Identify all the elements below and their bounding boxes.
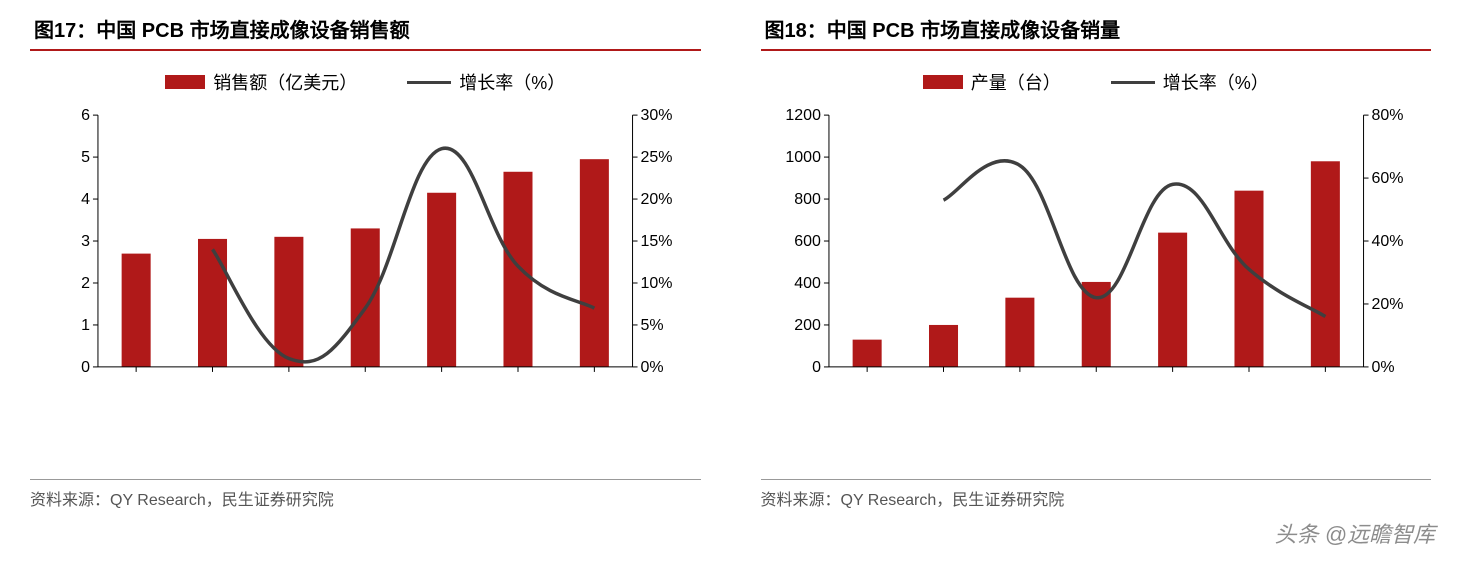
legend-item-line: 增长率（%） bbox=[407, 69, 565, 95]
plot-area: 01234560%5%10%15%20%25%30%20172018201920… bbox=[40, 105, 691, 425]
chart-legend: 产量（台） 增长率（%） bbox=[761, 51, 1432, 105]
source-text: 资料来源：QY Research，民生证券研究院 bbox=[30, 479, 701, 510]
svg-text:5%: 5% bbox=[641, 317, 664, 334]
svg-text:30%: 30% bbox=[641, 107, 673, 124]
svg-text:200: 200 bbox=[794, 317, 821, 334]
legend-bar-label: 销售额（亿美元） bbox=[213, 69, 357, 95]
bar bbox=[503, 172, 532, 367]
svg-text:10%: 10% bbox=[641, 275, 673, 292]
svg-text:80%: 80% bbox=[1371, 107, 1403, 124]
bar bbox=[427, 193, 456, 367]
growth-line bbox=[943, 161, 1325, 317]
bar bbox=[274, 237, 303, 367]
svg-text:60%: 60% bbox=[1371, 170, 1403, 187]
legend-line-label: 增长率（%） bbox=[459, 69, 565, 95]
source-text: 资料来源：QY Research，民生证券研究院 bbox=[761, 479, 1432, 510]
legend-item-line: 增长率（%） bbox=[1111, 69, 1269, 95]
svg-text:600: 600 bbox=[794, 233, 821, 250]
svg-text:3: 3 bbox=[81, 233, 90, 250]
svg-text:0: 0 bbox=[81, 359, 90, 376]
bar bbox=[580, 159, 609, 367]
svg-text:5: 5 bbox=[81, 149, 90, 166]
chart-svg-left: 01234560%5%10%15%20%25%30%20172018201920… bbox=[40, 105, 691, 425]
svg-text:1000: 1000 bbox=[785, 149, 821, 166]
svg-text:1: 1 bbox=[81, 317, 90, 334]
chart-title: 图18：中国 PCB 市场直接成像设备销量 bbox=[761, 8, 1432, 51]
svg-text:20%: 20% bbox=[641, 191, 673, 208]
bar-swatch-icon bbox=[165, 75, 205, 89]
charts-row: 图17：中国 PCB 市场直接成像设备销售额 销售额（亿美元） 增长率（%） 0… bbox=[30, 8, 1431, 510]
svg-text:20%: 20% bbox=[1371, 296, 1403, 313]
svg-text:0%: 0% bbox=[641, 359, 664, 376]
bar bbox=[198, 239, 227, 367]
watermark: 头条 @远瞻智库 bbox=[1275, 517, 1435, 549]
chart-title: 图17：中国 PCB 市场直接成像设备销售额 bbox=[30, 8, 701, 51]
svg-text:40%: 40% bbox=[1371, 233, 1403, 250]
plot-area: 0200400600800100012000%20%40%60%80%20172… bbox=[771, 105, 1422, 425]
svg-text:25%: 25% bbox=[641, 149, 673, 166]
svg-text:1200: 1200 bbox=[785, 107, 821, 124]
chart-svg-right: 0200400600800100012000%20%40%60%80%20172… bbox=[771, 105, 1422, 425]
legend-line-label: 增长率（%） bbox=[1163, 69, 1269, 95]
bar-swatch-icon bbox=[923, 75, 963, 89]
svg-text:800: 800 bbox=[794, 191, 821, 208]
svg-text:0%: 0% bbox=[1371, 359, 1394, 376]
svg-text:6: 6 bbox=[81, 107, 90, 124]
bar bbox=[1310, 161, 1339, 367]
growth-line bbox=[213, 148, 595, 362]
legend-item-bar: 产量（台） bbox=[923, 69, 1061, 95]
chart-panel-right: 图18：中国 PCB 市场直接成像设备销量 产量（台） 增长率（%） 0 200 4… bbox=[761, 8, 1432, 510]
bar bbox=[1158, 233, 1187, 367]
line-swatch-icon bbox=[1111, 81, 1155, 84]
legend-item-bar: 销售额（亿美元） bbox=[165, 69, 357, 95]
bar bbox=[1005, 298, 1034, 367]
chart-legend: 销售额（亿美元） 增长率（%） bbox=[30, 51, 701, 105]
bar bbox=[122, 254, 151, 367]
legend-bar-label: 产量（台） bbox=[971, 69, 1061, 95]
bar bbox=[852, 340, 881, 367]
svg-text:400: 400 bbox=[794, 275, 821, 292]
bar bbox=[929, 325, 958, 367]
svg-text:2: 2 bbox=[81, 275, 90, 292]
svg-text:4: 4 bbox=[81, 191, 90, 208]
line-swatch-icon bbox=[407, 81, 451, 84]
chart-panel-left: 图17：中国 PCB 市场直接成像设备销售额 销售额（亿美元） 增长率（%） 0… bbox=[30, 8, 701, 510]
svg-text:0: 0 bbox=[812, 359, 821, 376]
svg-text:15%: 15% bbox=[641, 233, 673, 250]
bar bbox=[351, 228, 380, 366]
